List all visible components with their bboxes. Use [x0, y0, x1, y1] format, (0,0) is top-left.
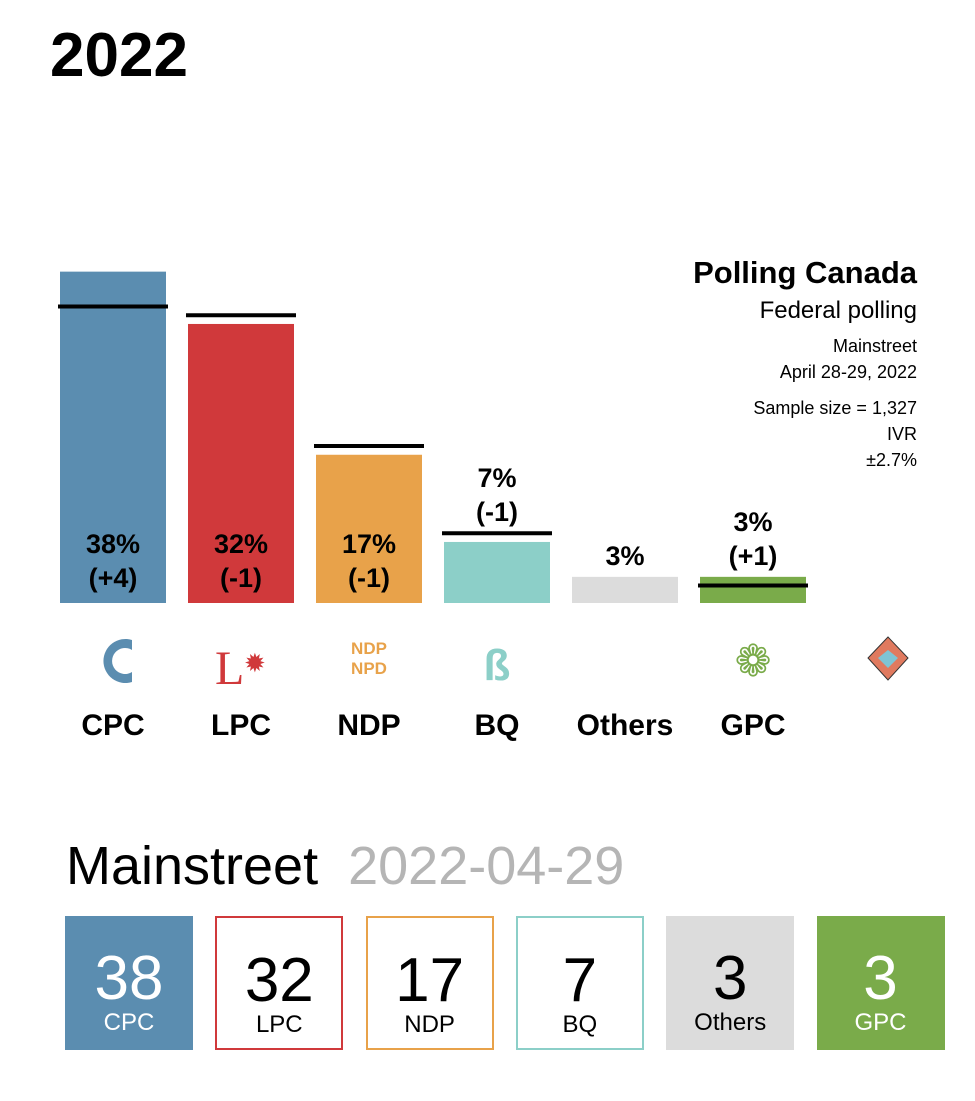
- summary-box-others: 3 Others: [666, 916, 795, 1050]
- pollster: Mainstreet: [832, 336, 917, 356]
- sample-size: Sample size = 1,327: [753, 398, 917, 418]
- category-label: LPC: [211, 709, 271, 742]
- summary-value: 3: [863, 944, 898, 1013]
- summary-pollster: Mainstreet: [66, 836, 319, 896]
- summary-box-bq: 7 BQ: [515, 916, 644, 1050]
- info-panel: Polling Canada Federal polling Mainstree…: [693, 255, 917, 473]
- brand: Polling Canada: [693, 255, 917, 290]
- summary-value: 32: [244, 946, 314, 1015]
- bar-others: [572, 576, 678, 603]
- value-label: 3%: [605, 541, 644, 571]
- maple-leaf-icon: ✹: [244, 648, 266, 678]
- bar-lpc: [188, 323, 294, 603]
- bar-cpc: [60, 271, 166, 603]
- bar-gpc: [700, 576, 806, 603]
- change-label: (-1): [220, 563, 262, 593]
- summary-value: 3: [712, 944, 748, 1013]
- value-label: 17%: [342, 529, 396, 559]
- page-title: 2022: [50, 21, 188, 90]
- summary-box-cpc: 38 CPC: [65, 916, 193, 1050]
- summary-value: 38: [94, 944, 164, 1013]
- summary-title: Mainstreet 2022-04-29: [66, 835, 624, 897]
- npd-logo-icon: NPD: [351, 659, 387, 678]
- category-label: CPC: [81, 709, 144, 742]
- summary-label: BQ: [562, 1011, 598, 1038]
- method: IVR: [886, 424, 917, 444]
- bar-ndp: [316, 454, 422, 603]
- summary-label: Others: [694, 1009, 767, 1036]
- lpc-logo-icon: L: [215, 642, 244, 695]
- summary-label: NDP: [404, 1011, 455, 1038]
- change-label: (+4): [89, 563, 138, 593]
- margin-of-error: ±2.7%: [866, 450, 917, 470]
- summary-label: CPC: [103, 1009, 155, 1036]
- category-label: Others: [577, 709, 674, 742]
- summary-value: 7: [562, 946, 598, 1015]
- value-label: 3%: [733, 507, 772, 537]
- elections-logo-inner-icon: [878, 650, 898, 668]
- bar-chart: 38% (+4) CPC 32% (-1) LPC 17% (-1) NDP 7% (-1) BQ 3%…: [58, 271, 909, 742]
- summary-box-ndp: 17 NDP: [365, 916, 494, 1050]
- change-label: (+1): [729, 541, 778, 571]
- cpc-logo-icon: [103, 639, 132, 683]
- category-label: GPC: [720, 709, 785, 742]
- category-label: BQ: [475, 709, 520, 742]
- summary-value: 17: [395, 946, 465, 1015]
- summary-label: LPC: [255, 1011, 303, 1038]
- bar-bq: [444, 541, 550, 603]
- ndp-logo-icon: NDP: [351, 639, 387, 658]
- value-label: 32%: [214, 529, 268, 559]
- value-label: 38%: [86, 529, 140, 559]
- summary-box-lpc: 32 LPC: [215, 916, 344, 1050]
- gpc-logo-icon: ❁: [735, 637, 772, 686]
- category-label: NDP: [337, 709, 400, 742]
- dates: April 28-29, 2022: [779, 362, 917, 382]
- summary-date: 2022-04-29: [348, 836, 625, 896]
- bq-logo-icon: ß: [484, 641, 511, 690]
- subtitle: Federal polling: [759, 297, 917, 324]
- summary-label: GPC: [854, 1009, 907, 1036]
- summary-box-gpc: 3 GPC: [816, 916, 945, 1050]
- change-label: (-1): [348, 563, 390, 593]
- value-label: 7%: [477, 463, 516, 493]
- change-label: (-1): [476, 497, 518, 527]
